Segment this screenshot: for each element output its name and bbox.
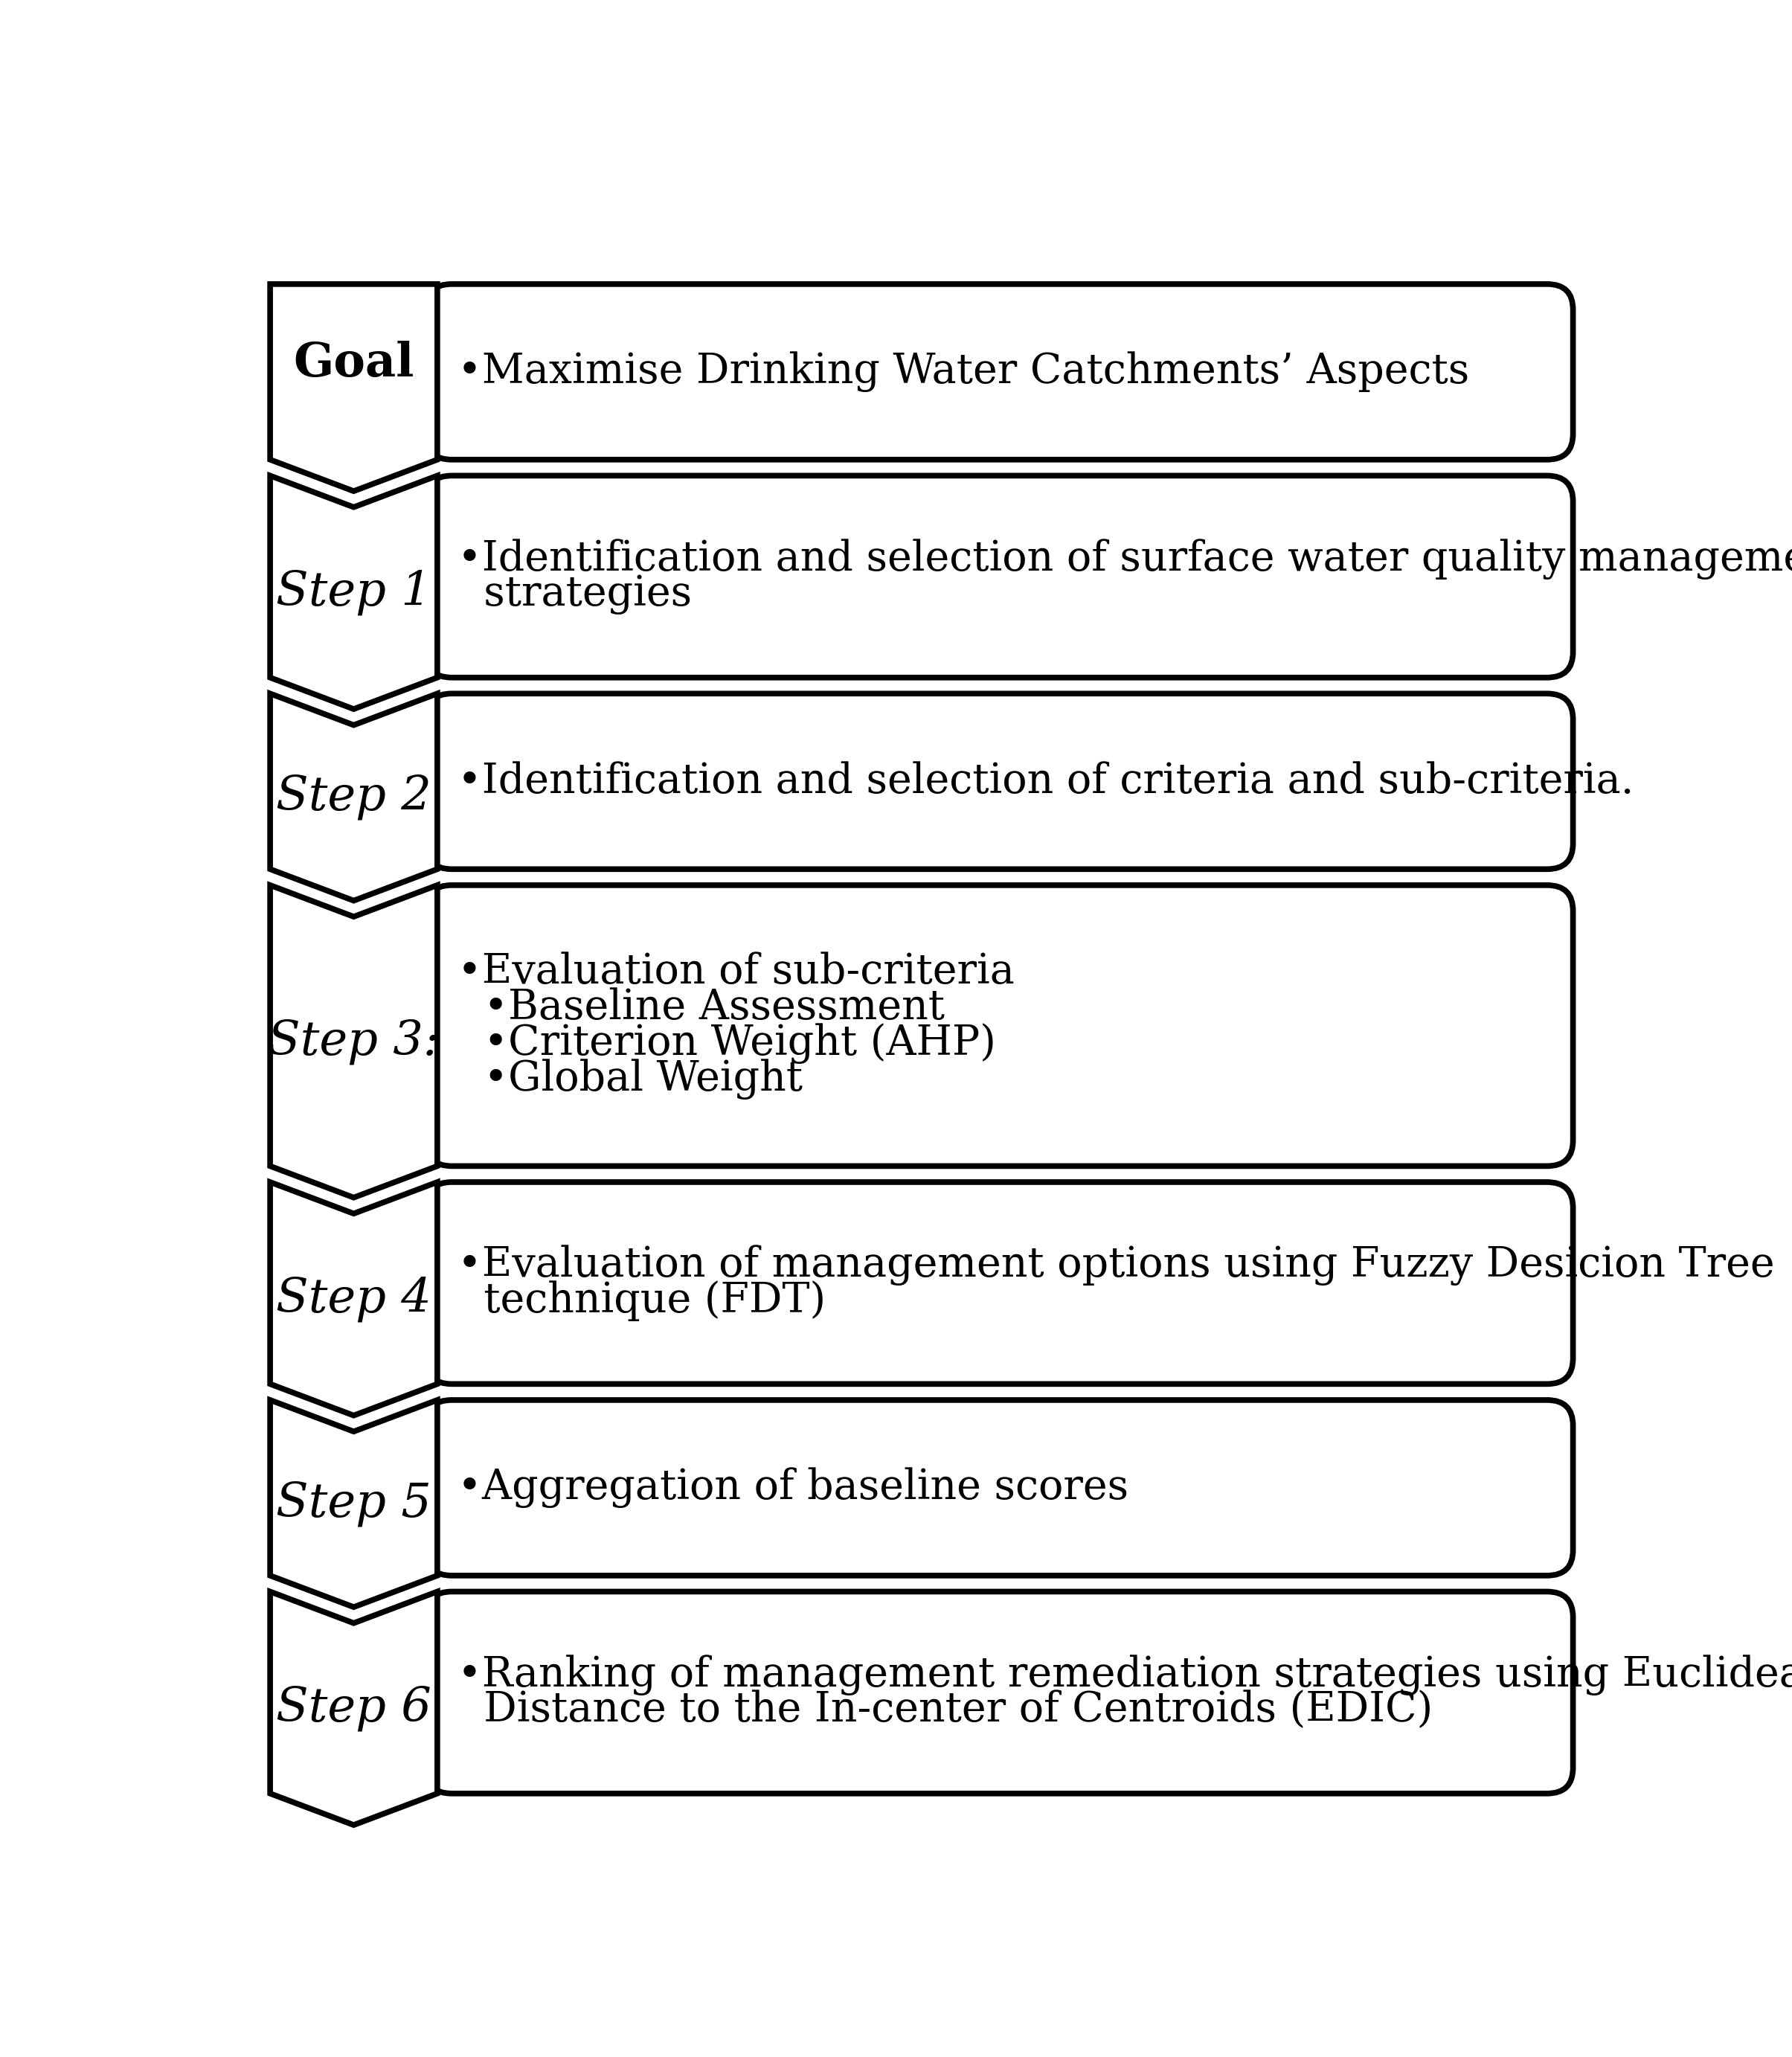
FancyBboxPatch shape xyxy=(426,693,1573,870)
Polygon shape xyxy=(271,1592,437,1825)
Text: •Evaluation of management options using Fuzzy Desicion Tree: •Evaluation of management options using … xyxy=(457,1244,1774,1286)
Polygon shape xyxy=(271,475,437,710)
Polygon shape xyxy=(271,885,437,1197)
Text: •Ranking of management remediation strategies using Euclidean: •Ranking of management remediation strat… xyxy=(457,1654,1792,1695)
Text: •Aggregation of baseline scores: •Aggregation of baseline scores xyxy=(457,1467,1129,1508)
Text: Step 6: Step 6 xyxy=(276,1685,432,1732)
Text: Step 5: Step 5 xyxy=(276,1481,432,1526)
Text: •Global Weight: •Global Weight xyxy=(457,1059,803,1098)
Polygon shape xyxy=(271,1183,437,1415)
Text: •Criterion Weight (AHP): •Criterion Weight (AHP) xyxy=(457,1022,996,1063)
Text: •Identification and selection of criteria and sub-criteria.: •Identification and selection of criteri… xyxy=(457,761,1634,802)
Text: Step 1: Step 1 xyxy=(276,570,432,615)
FancyBboxPatch shape xyxy=(426,475,1573,677)
Text: Distance to the In-center of Centroids (EDIC): Distance to the In-center of Centroids (… xyxy=(457,1691,1434,1730)
Text: technique (FDT): technique (FDT) xyxy=(457,1279,826,1321)
Polygon shape xyxy=(271,1401,437,1607)
Polygon shape xyxy=(271,693,437,901)
Text: strategies: strategies xyxy=(457,574,692,615)
FancyBboxPatch shape xyxy=(426,1183,1573,1384)
Text: •Baseline Assessment: •Baseline Assessment xyxy=(457,987,944,1028)
Text: •Identification and selection of surface water quality management: •Identification and selection of surface… xyxy=(457,539,1792,580)
Text: •Maximise Drinking Water Catchments’ Aspects: •Maximise Drinking Water Catchments’ Asp… xyxy=(457,352,1469,393)
Text: •Evaluation of sub-criteria: •Evaluation of sub-criteria xyxy=(457,952,1014,994)
FancyBboxPatch shape xyxy=(426,1401,1573,1576)
FancyBboxPatch shape xyxy=(426,885,1573,1166)
FancyBboxPatch shape xyxy=(426,284,1573,459)
Text: Step 2: Step 2 xyxy=(276,773,432,821)
Text: Step 4: Step 4 xyxy=(276,1275,432,1323)
Polygon shape xyxy=(271,284,437,492)
Text: Step 3:: Step 3: xyxy=(269,1018,439,1063)
FancyBboxPatch shape xyxy=(426,1592,1573,1794)
Text: Goal: Goal xyxy=(294,339,414,387)
